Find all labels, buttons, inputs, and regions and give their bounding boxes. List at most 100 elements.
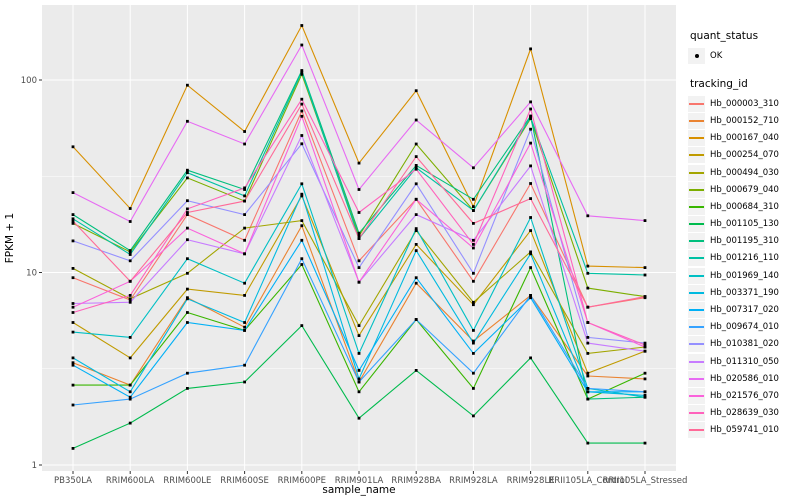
data-point [414, 89, 418, 93]
legend-key-box [688, 370, 705, 387]
data-point [300, 142, 304, 146]
data-point [357, 161, 361, 165]
legend-item-label: Hb_001969_140 [710, 270, 779, 281]
legend-key-box [688, 267, 705, 284]
data-point [472, 414, 475, 418]
data-point [529, 141, 532, 145]
data-point [186, 311, 189, 314]
legend-item-label: Hb_020586_010 [710, 373, 779, 384]
legend-item-Hb_003371_190: Hb_003371_190 [688, 284, 800, 301]
data-point [243, 321, 246, 324]
data-point [300, 324, 304, 327]
x-axis-title: sample_name [322, 484, 395, 496]
data-point [243, 325, 246, 329]
data-point [529, 164, 532, 168]
data-point [357, 324, 361, 327]
data-point [300, 43, 304, 47]
data-point [71, 219, 75, 223]
data-point [414, 164, 418, 167]
legend-item-label: Hb_001105_130 [710, 219, 779, 230]
data-point [300, 109, 304, 113]
legend-item-Hb_059741_010: Hb_059741_010 [688, 422, 800, 439]
data-point [71, 213, 75, 216]
legend-key-box [688, 250, 705, 267]
data-point [357, 390, 361, 394]
data-point [357, 380, 361, 384]
legend-item-label: Hb_000494_030 [710, 167, 779, 178]
data-point [643, 345, 647, 349]
data-point [300, 102, 304, 106]
data-point [643, 273, 647, 277]
data-point [586, 214, 590, 218]
data-point [300, 257, 304, 261]
data-point [357, 377, 361, 381]
data-point [529, 47, 532, 51]
data-point [128, 390, 132, 394]
data-point [300, 192, 304, 196]
data-point [643, 219, 647, 222]
data-point [529, 250, 532, 254]
data-point [529, 216, 532, 219]
line-key-icon [689, 394, 704, 397]
data-point [586, 371, 590, 375]
data-point [300, 24, 304, 27]
line-key-icon [689, 412, 704, 415]
data-point [586, 321, 590, 324]
y-tick-label: 100 [21, 76, 37, 86]
data-point [529, 107, 532, 111]
data-point [71, 267, 75, 270]
y-tick-label: 1 [32, 461, 37, 471]
data-point [414, 197, 418, 201]
data-point [472, 222, 475, 225]
legend-item-label: Hb_009674_010 [710, 322, 779, 333]
data-point [128, 220, 132, 223]
data-point [414, 227, 418, 230]
data-point [414, 167, 418, 171]
legend-key-box [688, 164, 705, 181]
legend-key-box [688, 147, 705, 164]
data-point [128, 336, 132, 339]
legend-item-label: Hb_000679_040 [710, 184, 779, 195]
data-point [472, 209, 475, 212]
data-point [300, 97, 304, 101]
data-point [586, 397, 590, 401]
legend-item-Hb_000684_310: Hb_000684_310 [688, 198, 800, 215]
data-point [186, 387, 189, 390]
point-key-icon [694, 53, 699, 58]
legend-key-box [688, 95, 705, 112]
data-point [186, 371, 189, 375]
data-point [128, 279, 132, 283]
legend-item-Hb_007317_020: Hb_007317_020 [688, 301, 800, 319]
legend-item-label: Hb_059741_010 [710, 425, 779, 436]
data-point [186, 321, 189, 324]
data-point [472, 238, 475, 242]
data-point [414, 318, 418, 321]
legend-item-Hb_000152_710: Hb_000152_710 [688, 112, 800, 129]
data-point [643, 295, 647, 298]
data-point [128, 300, 132, 304]
data-point [243, 363, 246, 367]
legend-title-tracking-id: tracking_id [690, 78, 748, 91]
data-point [586, 264, 590, 268]
data-point [71, 305, 75, 309]
x-tick-label: RRIM600SE [220, 476, 269, 486]
data-point [472, 246, 475, 250]
data-point [300, 70, 304, 74]
data-point [472, 300, 475, 304]
data-point [71, 361, 75, 365]
data-point [529, 294, 532, 297]
data-point [128, 297, 132, 301]
data-point [71, 239, 75, 243]
x-tick-label: RRIM600LE [163, 476, 211, 486]
data-point [414, 213, 418, 216]
plot-panel [42, 5, 676, 471]
data-point [586, 441, 590, 445]
data-point [186, 119, 189, 123]
data-point [414, 118, 418, 122]
data-point [643, 349, 647, 353]
data-point [300, 72, 304, 76]
data-point [529, 266, 532, 269]
legend-key-box [688, 181, 705, 198]
data-point [357, 259, 361, 263]
line-key-icon [689, 137, 704, 140]
